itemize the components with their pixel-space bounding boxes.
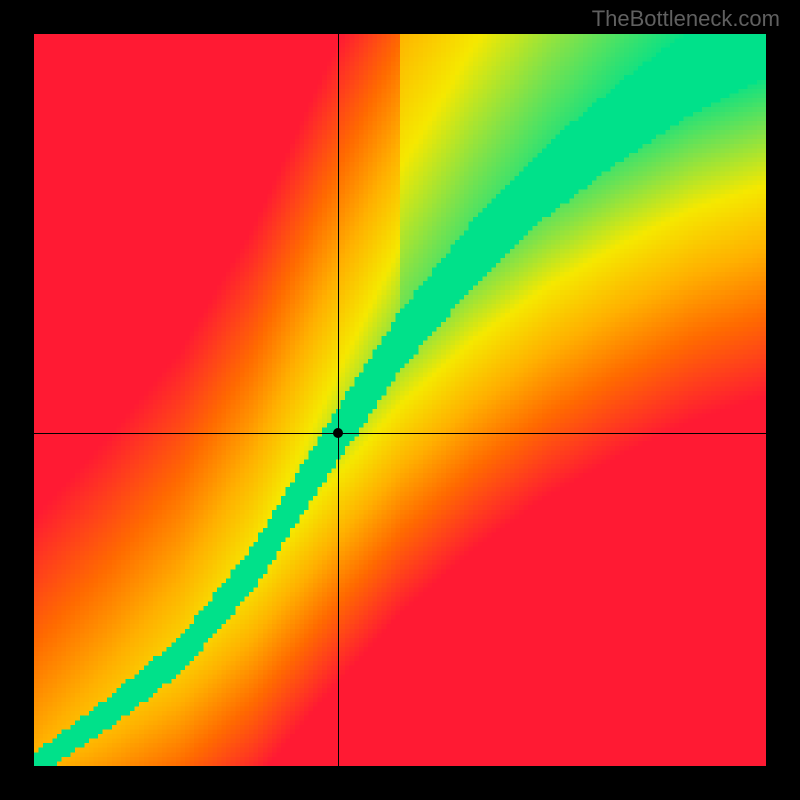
crosshair-marker-dot: [333, 428, 343, 438]
crosshair-vertical: [338, 34, 339, 766]
chart-container: TheBottleneck.com: [0, 0, 800, 800]
crosshair-horizontal: [34, 433, 766, 434]
watermark-text: TheBottleneck.com: [592, 6, 780, 32]
plot-area: [34, 34, 766, 766]
bottleneck-heatmap: [34, 34, 766, 766]
